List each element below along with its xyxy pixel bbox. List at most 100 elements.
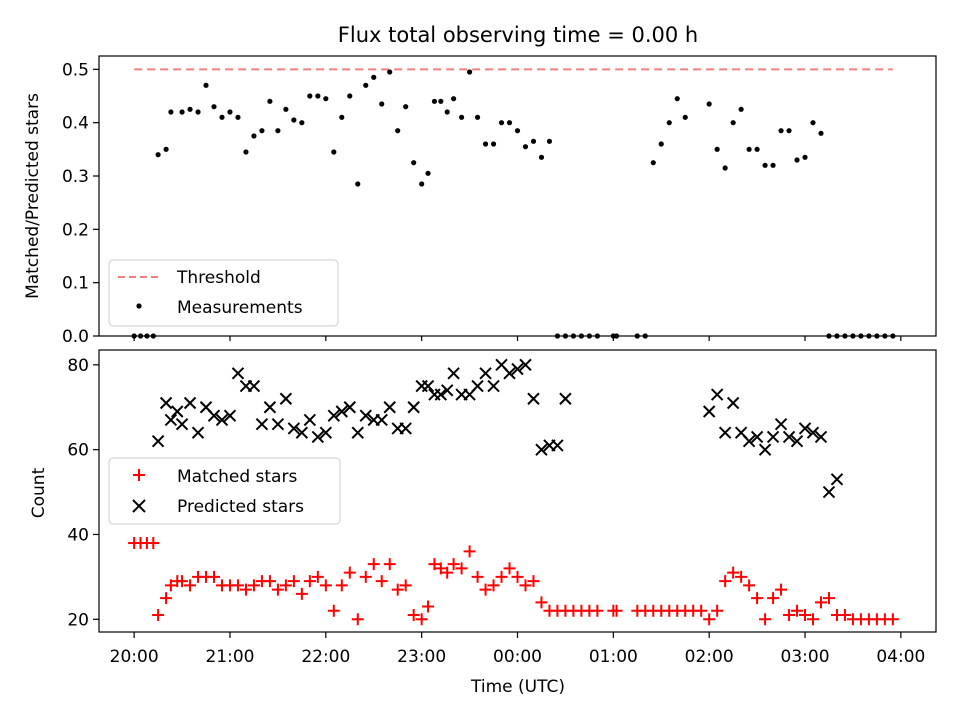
matched-star-point xyxy=(703,613,716,626)
predicted-star-point xyxy=(782,430,796,444)
matched-star-point xyxy=(511,570,524,583)
measurement-point xyxy=(770,162,776,168)
matched-star-point xyxy=(503,562,516,575)
predicted-star-point xyxy=(223,409,237,422)
x-tick-label: 02:00 xyxy=(685,647,734,667)
measurement-point xyxy=(155,152,161,158)
matched-star-point xyxy=(775,583,788,596)
matched-star-point xyxy=(407,609,420,622)
predicted-star-point xyxy=(215,413,229,427)
matched-star-point xyxy=(335,579,348,592)
predicted-star-point xyxy=(702,405,716,418)
matched-star-point xyxy=(767,592,780,605)
top-x-ticks xyxy=(133,336,902,341)
measurement-point xyxy=(203,82,209,88)
predicted-star-point xyxy=(207,409,221,422)
predicted-star-point xyxy=(343,401,356,414)
top-y-tick-label: 0.4 xyxy=(62,114,89,134)
top-legend-box xyxy=(108,259,339,327)
bottom-legend: Matched stars Predicted stars xyxy=(108,457,341,525)
predicted-star-point xyxy=(814,430,828,444)
predicted-star-point xyxy=(718,426,732,439)
predicted-star-point xyxy=(774,418,788,431)
matched-star-point xyxy=(727,566,740,579)
measurement-point xyxy=(658,141,664,147)
measurement-point xyxy=(490,141,497,147)
measurement-point xyxy=(538,154,545,160)
matched-star-point xyxy=(479,583,492,596)
predicted-star-point xyxy=(710,388,724,401)
matched-star-point xyxy=(807,613,820,626)
matched-star-point xyxy=(351,613,364,626)
matched-star-point xyxy=(886,613,899,626)
matched-star-point xyxy=(751,592,764,605)
matched-star-point xyxy=(271,583,284,596)
measurement-point xyxy=(419,181,425,187)
matched-star-point xyxy=(535,596,548,609)
x-tick-label: 23:00 xyxy=(397,647,446,667)
matched-star-point xyxy=(799,609,812,622)
measurement-point xyxy=(431,98,438,104)
predicted-star-point xyxy=(359,409,372,422)
predicted-star-point xyxy=(151,434,165,448)
predicted-star-point xyxy=(742,434,756,448)
measurement-point xyxy=(778,128,784,134)
measurement-point xyxy=(498,120,505,126)
x-tick-label: 22:00 xyxy=(301,647,350,667)
predicted-star-point xyxy=(295,426,309,439)
matched-star-point xyxy=(176,575,189,588)
measurement-point xyxy=(754,146,760,152)
predicted-star-point xyxy=(351,426,364,439)
matched-star-point xyxy=(367,558,380,571)
bottom-legend-box xyxy=(108,457,341,525)
predicted-star-point xyxy=(407,401,420,414)
matched-star-point xyxy=(527,575,540,588)
predicted-star-point xyxy=(726,396,740,410)
measurement-point xyxy=(802,154,808,160)
matched-star-point xyxy=(391,583,404,596)
predicted-star-point xyxy=(171,405,184,418)
measurement-point xyxy=(730,120,736,126)
bottom-plot-area xyxy=(128,358,899,626)
matched-star-point xyxy=(463,545,476,558)
measurement-point xyxy=(339,114,345,120)
measurement-point xyxy=(299,120,305,126)
measurement-point xyxy=(438,98,444,104)
matched-star-point xyxy=(184,579,197,592)
top-y-tick-label: 0.1 xyxy=(62,274,89,294)
measurement-point xyxy=(818,130,824,136)
predicted-star-point xyxy=(399,422,412,435)
measurement-point xyxy=(371,74,377,80)
measurement-point xyxy=(762,162,768,168)
matched-star-point xyxy=(415,613,428,626)
matched-star-point xyxy=(711,604,724,617)
predicted-star-point xyxy=(335,405,349,418)
matched-star-point xyxy=(311,570,324,583)
measurement-point xyxy=(227,109,233,115)
measurement-point xyxy=(403,104,409,110)
measurement-point xyxy=(323,96,329,102)
measurement-point xyxy=(163,146,169,152)
predicted-star-point xyxy=(559,392,572,405)
predicted-star-point xyxy=(183,396,197,410)
x-tick-label: 01:00 xyxy=(589,647,638,667)
bottom-panel: Count Time (UTC) 20 40 60 80 20:00 21:00 22:0… xyxy=(29,349,937,697)
bottom-x-ticks: 20:00 21:00 22:00 23:00 00:00 01:00 02:00 03:00… xyxy=(110,632,925,667)
predicted-star-point xyxy=(271,418,285,431)
top-legend: Threshold Measurements xyxy=(108,259,339,327)
measurement-point xyxy=(482,141,489,147)
measurement-point xyxy=(674,96,680,102)
measurement-point xyxy=(444,109,450,115)
measurement-point xyxy=(243,149,249,155)
matched-star-point xyxy=(147,536,160,549)
predicted-star-point xyxy=(434,388,448,401)
measurement-point xyxy=(786,128,792,134)
matched-star-point xyxy=(208,570,221,583)
matched-star-point xyxy=(495,570,508,583)
predicted-star-point xyxy=(503,367,516,380)
measurement-point xyxy=(530,138,537,144)
measurement-point xyxy=(379,101,385,107)
matched-star-point xyxy=(695,604,708,617)
x-tick-label: 20:00 xyxy=(110,647,159,667)
measurement-point xyxy=(514,128,521,134)
